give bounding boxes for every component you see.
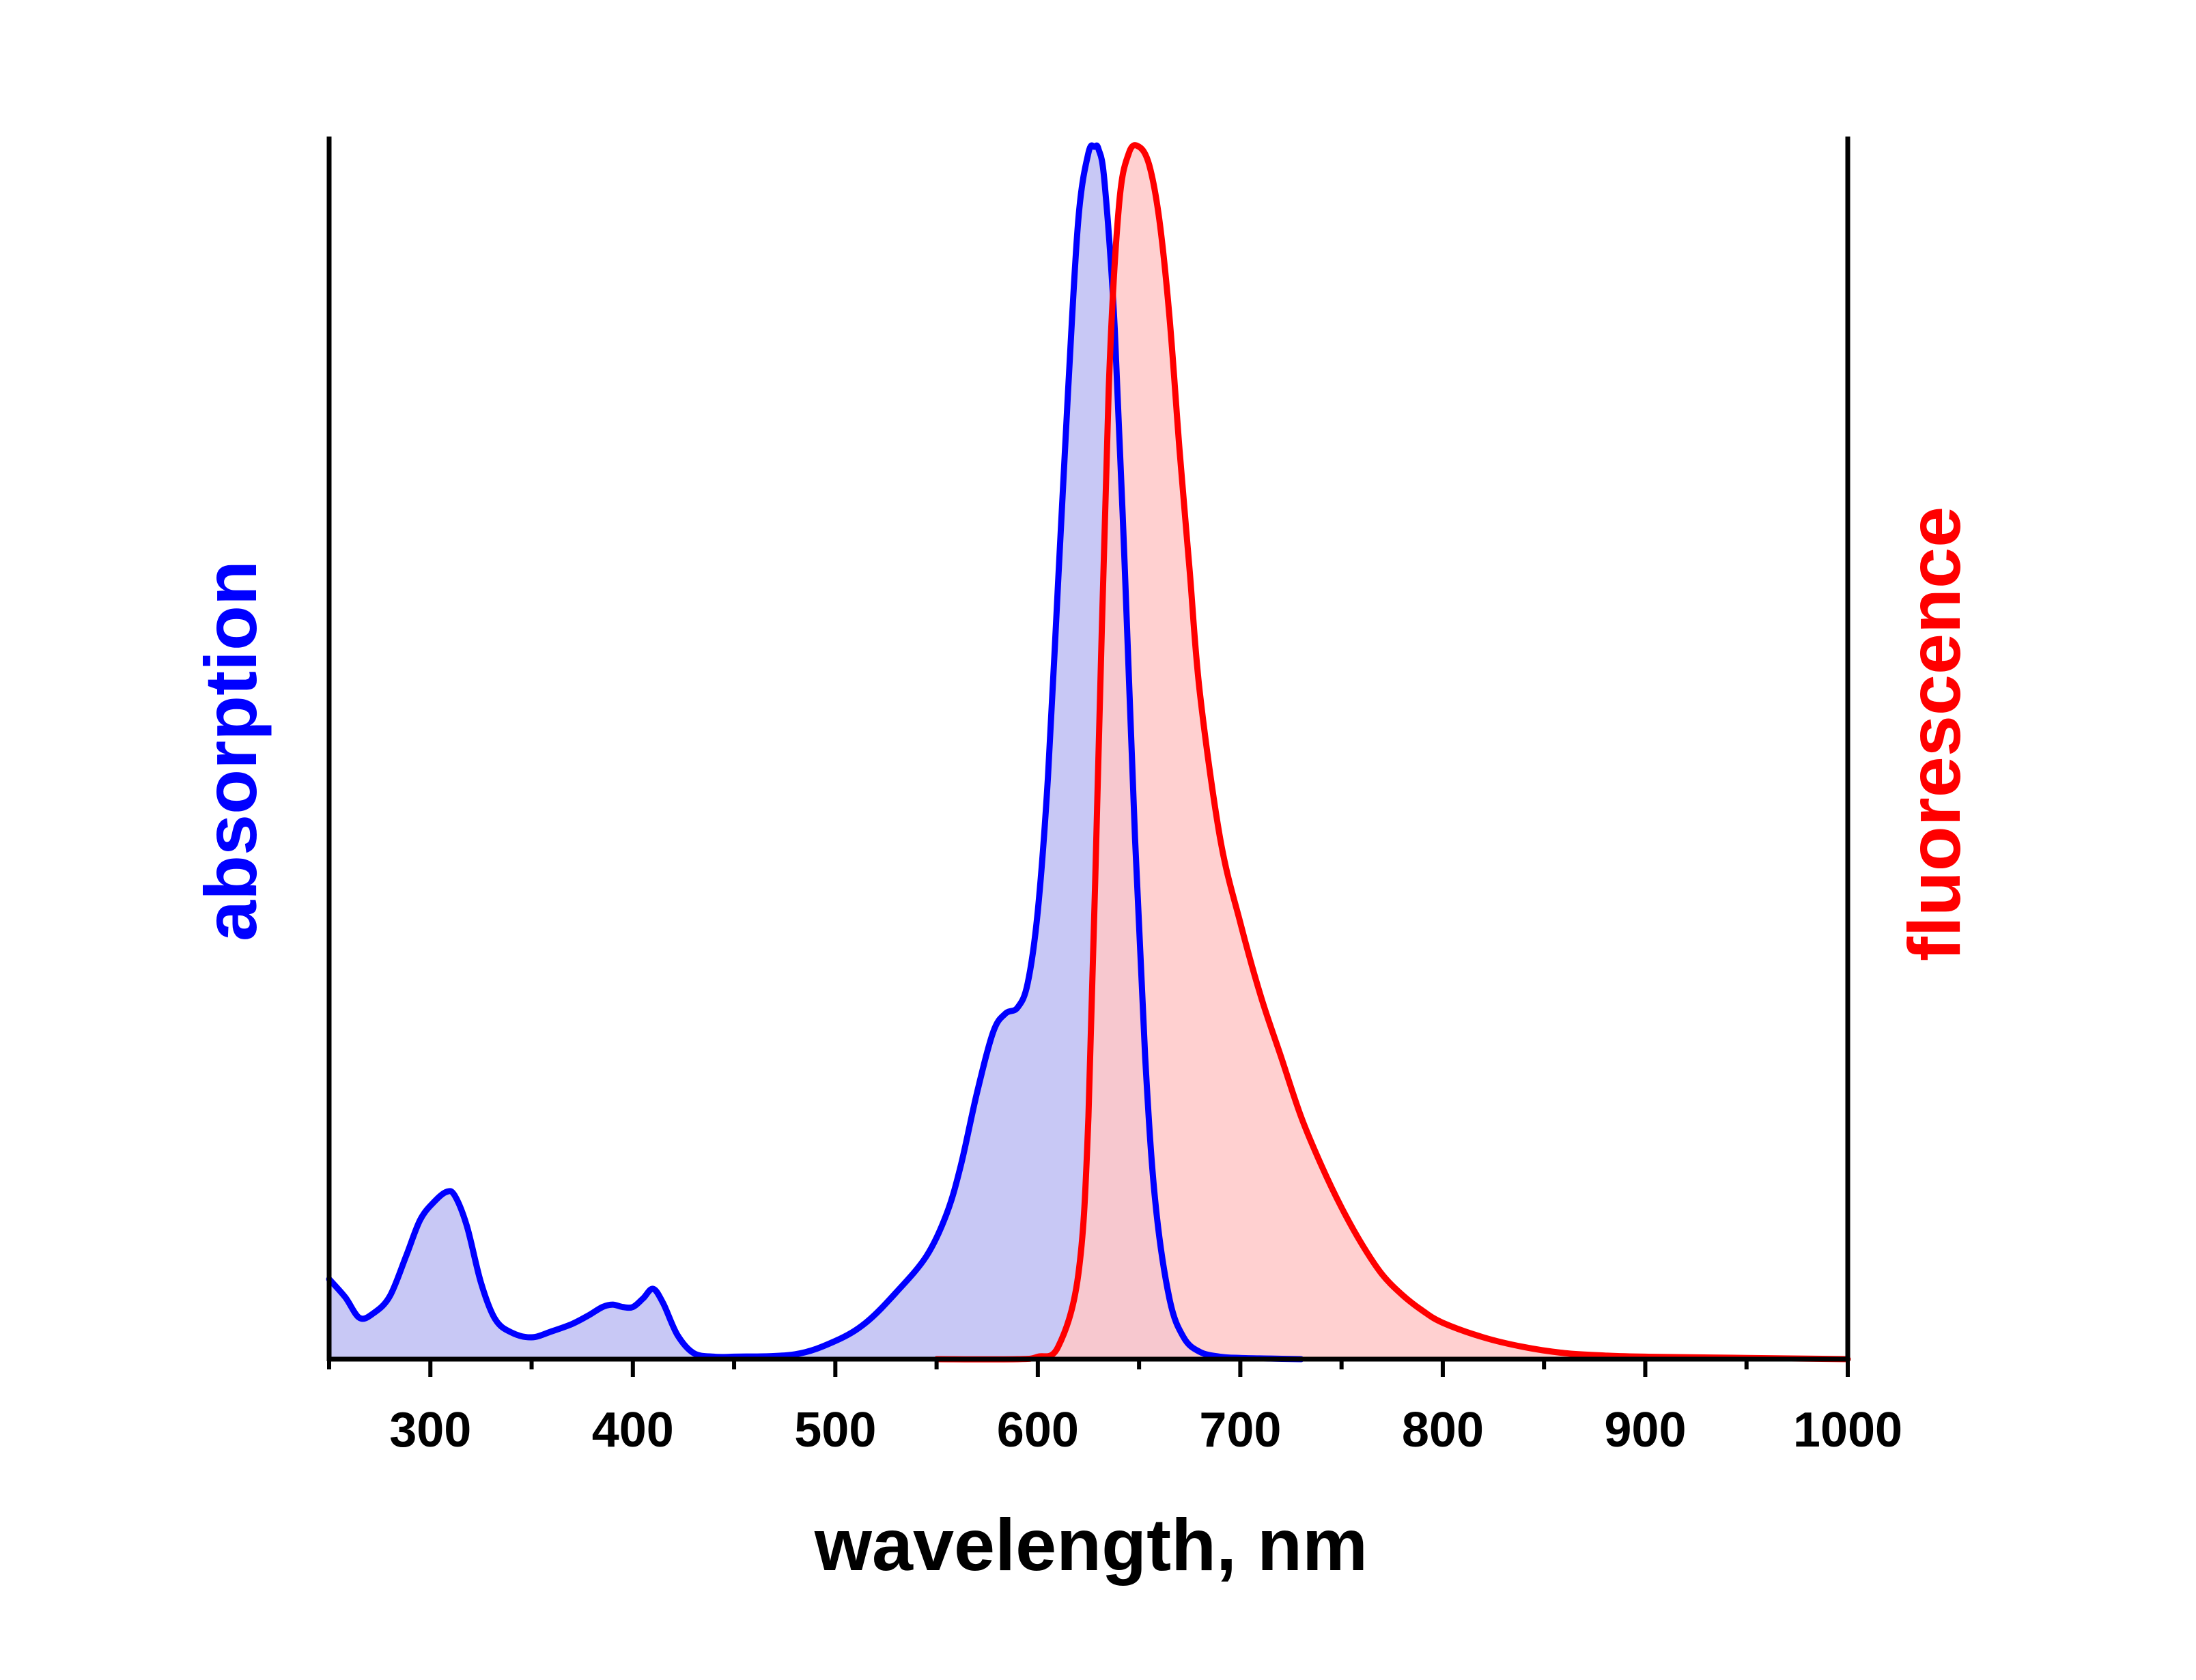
left-axis-title: absorption: [189, 560, 272, 941]
x-tick-label: 400: [592, 1403, 674, 1457]
x-axis-title: wavelength, nm: [814, 1503, 1368, 1586]
x-tick-label: 500: [794, 1403, 876, 1457]
x-tick-label: 900: [1604, 1403, 1686, 1457]
right-axis-title: fluorescence: [1893, 507, 1975, 961]
fluorescence-series-line: [933, 142, 1851, 1363]
x-tick-label: 600: [997, 1403, 1079, 1457]
absorption-fill-area: [329, 145, 1301, 1359]
x-tick-label: 800: [1402, 1403, 1484, 1457]
axes: [326, 137, 1850, 1362]
x-tick-label: 700: [1199, 1403, 1281, 1457]
x-tick-label: 300: [389, 1403, 471, 1457]
plot-area: [326, 142, 1851, 1363]
fluorescence-fill-area: [936, 145, 1848, 1360]
x-ticks: 300 400 500 600 700 800 900 1000: [327, 1359, 1902, 1457]
x-tick-label: 1000: [1793, 1403, 1902, 1457]
absorption-series-line: [326, 142, 1304, 1363]
